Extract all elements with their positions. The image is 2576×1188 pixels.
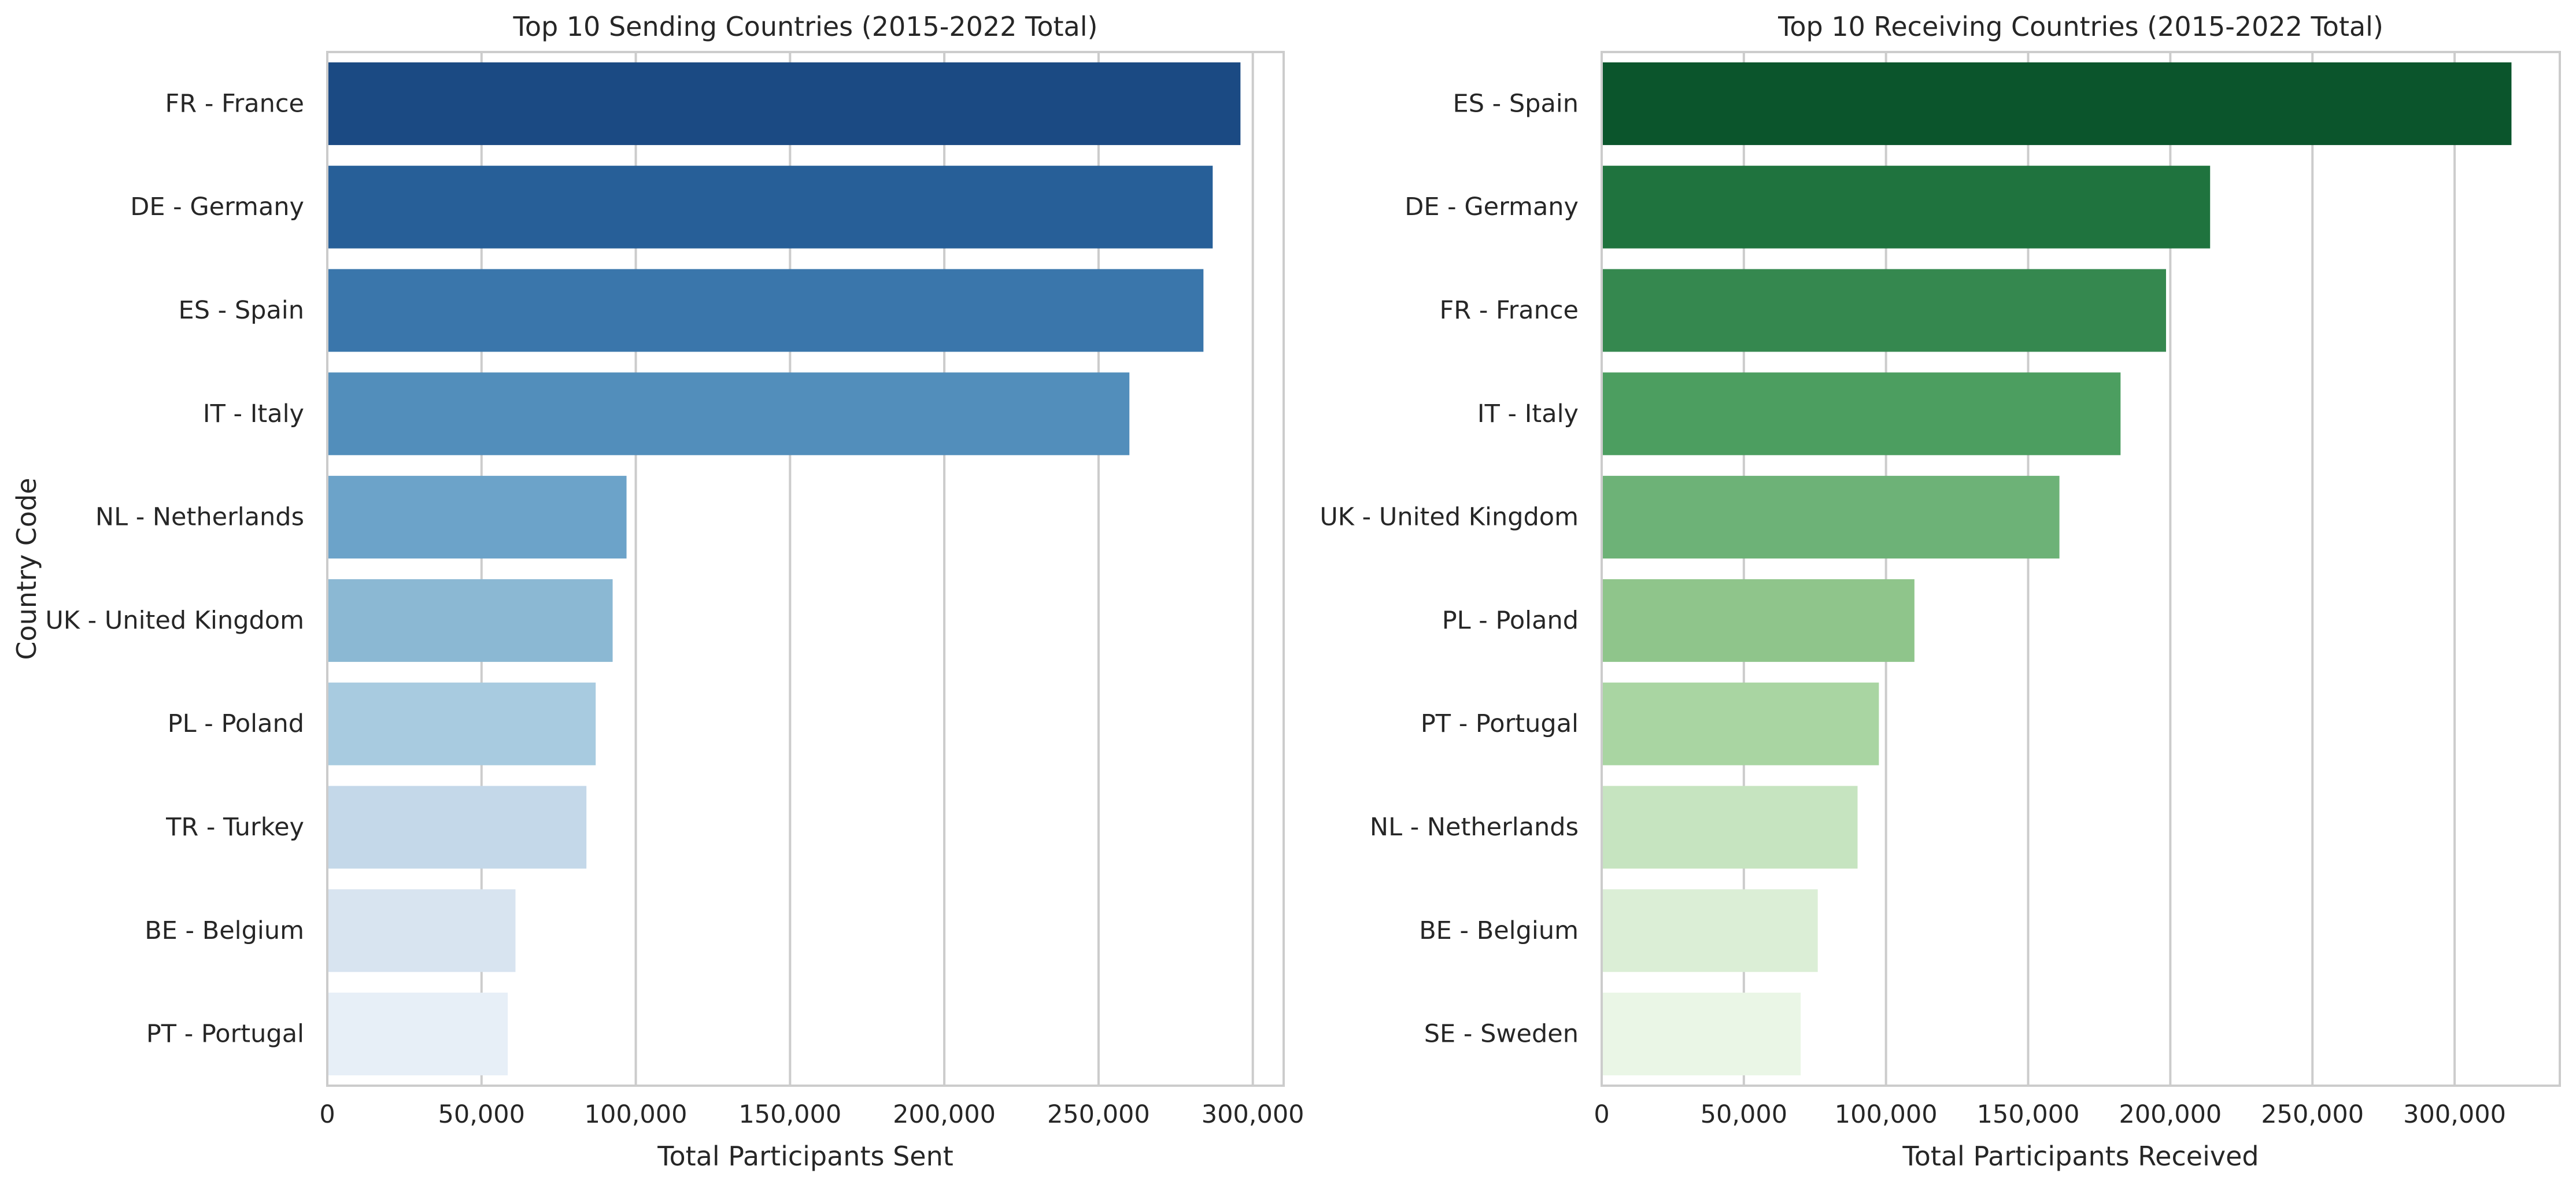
bar (327, 579, 613, 662)
y-tick-label: ES - Spain (1453, 89, 1579, 118)
bar (327, 165, 1213, 249)
bar (1602, 476, 2060, 559)
y-tick-label: BE - Belgium (1419, 916, 1579, 945)
y-tick-label: UK - United Kingdom (1320, 503, 1579, 532)
bar (327, 889, 516, 972)
bar (327, 62, 1241, 145)
x-tick-label: 50,000 (438, 1100, 525, 1129)
y-tick-label: ES - Spain (179, 296, 304, 325)
bar (1602, 62, 2512, 145)
y-tick-label: DE - Germany (130, 193, 304, 221)
y-axis-label: Country Code (11, 478, 42, 660)
bar (1602, 682, 1879, 765)
x-axis-label: Total Participants Received (1902, 1141, 2259, 1172)
bar (327, 476, 627, 559)
x-axis-label: Total Participants Sent (657, 1141, 953, 1172)
x-tick-label: 200,000 (2119, 1100, 2222, 1129)
receiving-countries-panel: ES - Spain DE - Germany FR - France IT - It… (1320, 11, 2561, 1172)
sending-countries-panel: FR - France DE - Germany ES - Spain IT - It… (11, 11, 1304, 1172)
x-tick-label: 300,000 (1202, 1100, 1304, 1129)
bar (327, 269, 1204, 352)
bar (1602, 165, 2211, 249)
bar (1602, 786, 1858, 869)
plot-frame (1601, 51, 2561, 1087)
y-tick-label: SE - Sweden (1424, 1020, 1579, 1049)
bar (327, 682, 596, 765)
bar (327, 993, 508, 1076)
x-tick-label: 250,000 (2261, 1100, 2364, 1129)
bar (1602, 372, 2121, 456)
y-tick-label: DE - Germany (1405, 193, 1579, 221)
y-tick-label: PL - Poland (1442, 606, 1579, 635)
y-tick-label: PT - Portugal (146, 1020, 304, 1049)
x-tick-label: 100,000 (585, 1100, 688, 1129)
x-tick-label: 200,000 (893, 1100, 996, 1129)
bar (1602, 269, 2167, 352)
y-tick-label: PT - Portugal (1421, 709, 1579, 738)
chart-title: Top 10 Receiving Countries (2015-2022 To… (1777, 11, 2383, 42)
y-tick-label: BE - Belgium (145, 916, 304, 945)
y-tick-label: PL - Poland (168, 709, 304, 738)
x-tick-label: 100,000 (1835, 1100, 1938, 1129)
bar (1602, 993, 1801, 1076)
y-tick-label: TR - Turkey (165, 813, 304, 842)
chart-title: Top 10 Sending Countries (2015-2022 Tota… (513, 11, 1098, 42)
y-tick-label: FR - France (1440, 296, 1579, 325)
x-tick-label: 0 (1594, 1100, 1609, 1129)
y-tick-label: NL - Netherlands (95, 503, 304, 532)
plot-frame (326, 51, 1285, 1087)
bar (327, 786, 587, 869)
bar (1602, 579, 1915, 662)
x-tick-label: 150,000 (738, 1100, 841, 1129)
x-tick-label: 300,000 (2403, 1100, 2506, 1129)
y-tick-label: IT - Italy (1477, 399, 1579, 428)
bar (1602, 889, 1818, 972)
y-tick-label: IT - Italy (203, 399, 304, 428)
x-tick-label: 150,000 (1977, 1100, 2080, 1129)
x-tick-label: 50,000 (1701, 1100, 1787, 1129)
y-tick-label: FR - France (165, 89, 304, 118)
y-tick-label: UK - United Kingdom (45, 606, 304, 635)
x-tick-label: 250,000 (1047, 1100, 1150, 1129)
y-tick-label: NL - Netherlands (1370, 813, 1579, 842)
bar (327, 372, 1130, 456)
x-tick-label: 0 (319, 1100, 335, 1129)
